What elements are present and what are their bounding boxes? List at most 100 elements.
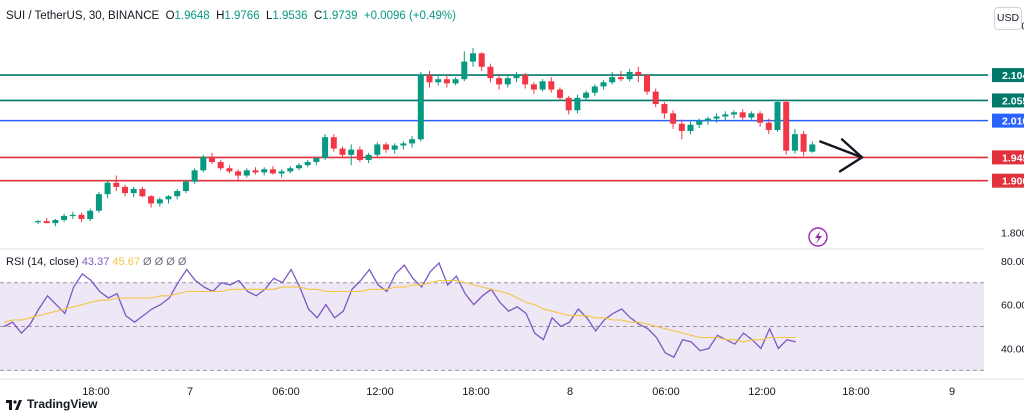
candle-up <box>452 79 459 84</box>
time-tick-label: 8 <box>567 386 573 398</box>
time-tick-label: 7 <box>187 386 193 398</box>
candle-up <box>539 81 546 90</box>
rsi-placeholders: Ø Ø Ø Ø <box>143 256 187 268</box>
candle-up <box>374 144 381 155</box>
candle-down <box>209 156 215 163</box>
candle-down <box>530 84 537 90</box>
price-tick-label: 1.800 <box>1001 227 1024 239</box>
candle-up <box>696 120 703 125</box>
candle-up <box>591 86 598 93</box>
candle-down <box>113 182 120 187</box>
price-axis-bg <box>984 0 1024 380</box>
rsi-tick-label: 60.00 <box>1001 300 1024 312</box>
candle-up <box>809 144 816 152</box>
candle-down <box>383 144 389 150</box>
candle-down <box>78 214 85 220</box>
candle-up <box>304 162 311 166</box>
candle-down <box>496 78 503 85</box>
candle-down <box>426 75 433 83</box>
candle-up <box>52 220 59 224</box>
close-label: C <box>313 10 323 22</box>
arrow-shaft <box>819 140 864 159</box>
candle-down <box>635 71 642 76</box>
level-tag-label: 1.900 <box>1002 176 1024 188</box>
level-tag-label: 2.016 <box>1002 116 1024 128</box>
time-tick-label: 12:00 <box>366 386 394 398</box>
candle-up <box>774 101 781 130</box>
candle-down <box>670 113 677 124</box>
candle-up <box>130 188 137 194</box>
candle-down <box>122 186 128 194</box>
level-tag <box>992 68 1024 83</box>
candle-down <box>661 104 668 114</box>
candle-down <box>487 66 494 79</box>
candle-up <box>200 156 207 171</box>
candle-up <box>296 165 302 169</box>
chart-header: SUI / TetherUS, 30, BINANCE O1.9648 H1.9… <box>6 10 456 22</box>
candle-down <box>443 79 450 84</box>
rsi-ma-value: 45.67 <box>112 256 140 268</box>
rsi-header: RSI (14, close) 43.37 45.67 Ø Ø Ø Ø <box>6 256 186 268</box>
candle-up <box>748 113 755 118</box>
time-tick-label: 18:00 <box>82 386 110 398</box>
level-tag <box>992 93 1024 108</box>
candle-up <box>504 78 511 85</box>
candle-up <box>322 137 329 158</box>
candle-up <box>626 71 633 80</box>
candle-up <box>313 157 320 163</box>
candle-up <box>574 97 581 111</box>
candle-up <box>365 154 372 160</box>
time-tick-label: 12:00 <box>748 386 776 398</box>
open-value: 1.9648 <box>174 10 210 22</box>
candle-up <box>182 181 189 192</box>
level-tag <box>992 113 1024 128</box>
candle-up <box>69 214 76 217</box>
candle-up <box>35 221 41 223</box>
high-label: H <box>216 10 225 22</box>
candle-up <box>470 53 476 62</box>
arrow-head-icon <box>838 138 864 173</box>
candle-down <box>235 171 242 176</box>
candle-up <box>409 139 416 144</box>
rsi-label: RSI (14, close) <box>6 256 79 268</box>
time-tick-label: 06:00 <box>652 386 680 398</box>
candle-down <box>557 89 563 98</box>
candle-up <box>713 116 720 119</box>
candle-up <box>278 171 285 174</box>
level-tag-label: 2.104 <box>1002 70 1024 82</box>
level-tag <box>992 173 1024 188</box>
candle-up <box>722 114 729 117</box>
candle-up <box>287 168 294 172</box>
candle-up <box>191 170 198 182</box>
candle-up <box>704 118 711 121</box>
candle-up <box>165 196 172 200</box>
brand-name: TradingView <box>27 397 98 411</box>
level-tag <box>992 150 1024 165</box>
candle-up <box>348 149 355 155</box>
candle-down <box>139 188 146 197</box>
candle-down <box>644 75 650 92</box>
candle-up <box>95 194 102 211</box>
candle-up <box>104 182 111 195</box>
candle-up <box>87 210 94 220</box>
candle-up <box>156 199 163 204</box>
candle-down <box>226 168 233 172</box>
currency-button[interactable]: USD <box>994 7 1022 30</box>
candle-down <box>148 196 155 204</box>
candle-down <box>678 123 685 131</box>
candle-down <box>548 81 555 90</box>
candle-down <box>765 122 772 130</box>
high-value: 1.9766 <box>224 10 260 22</box>
candle-down <box>652 91 659 105</box>
candle-up <box>400 143 407 146</box>
brand[interactable]: TradingView <box>6 397 97 411</box>
candle-up <box>391 145 398 150</box>
candle-down <box>739 112 746 118</box>
candle-up <box>461 61 468 80</box>
symbol-label: SUI / TetherUS, 30, BINANCE <box>6 10 160 22</box>
candle-down <box>617 77 624 80</box>
open-label: O <box>165 10 175 22</box>
candle-up <box>174 191 181 197</box>
candle-up <box>261 169 268 173</box>
